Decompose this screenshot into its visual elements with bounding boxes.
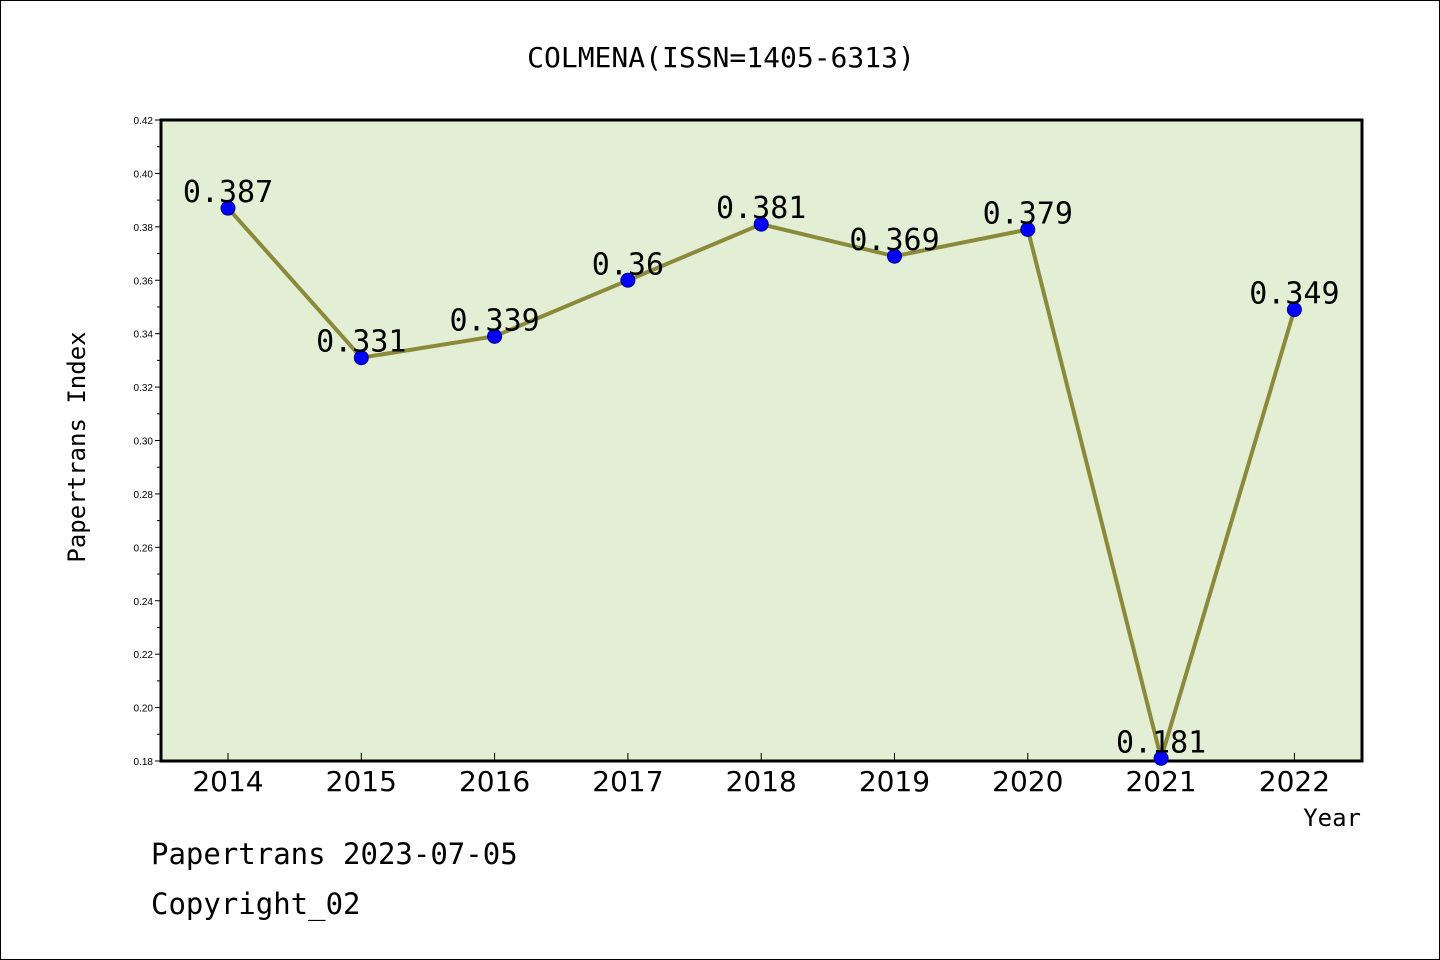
x-tick-label: 2017: [592, 765, 663, 798]
data-point: [1020, 222, 1036, 238]
data-point: [487, 328, 503, 344]
data-label: 0.381: [716, 191, 806, 226]
y-tick-label: 0.26: [134, 543, 154, 554]
y-tick-label: 0.18: [134, 757, 154, 768]
data-point: [1286, 302, 1302, 318]
x-tick-label: 2022: [1259, 765, 1330, 798]
y-tick-label: 0.20: [134, 704, 154, 715]
y-tick-label: 0.36: [134, 276, 154, 287]
y-tick-label: 0.32: [134, 383, 154, 394]
data-point: [620, 272, 636, 288]
footer-copyright: Copyright_02: [151, 887, 361, 922]
data-point: [353, 350, 369, 366]
y-tick-label: 0.30: [134, 437, 154, 448]
data-label: 0.181: [1116, 725, 1206, 760]
footer-date: Papertrans 2023-07-05: [151, 837, 518, 871]
data-label: 0.349: [1249, 277, 1339, 312]
data-point: [753, 216, 769, 232]
data-label: 0.339: [449, 303, 539, 338]
data-label: 0.387: [183, 175, 273, 210]
x-tick-label: 2015: [326, 765, 397, 798]
y-tick-label: 0.40: [134, 169, 154, 180]
y-tick-label: 0.38: [134, 223, 154, 234]
y-tick-label: 0.22: [134, 650, 154, 661]
y-axis: 0.18 0.20 0.22 0.24 0.26 0.28 0.30 0.32 0.34 0.36…: [134, 116, 161, 768]
data-label: 0.36: [592, 247, 664, 282]
data-labels-group: 0.387 0.331 0.339 0.36 0.381 0.369 0.379 0.181 0…: [183, 175, 1340, 760]
data-label: 0.379: [983, 197, 1073, 232]
data-point: [220, 200, 236, 216]
data-point: [887, 248, 902, 264]
x-tick-label: 2020: [992, 765, 1063, 798]
data-label: 0.369: [849, 223, 939, 258]
y-tick-label: 0.34: [134, 330, 154, 341]
x-tick-label: 2016: [459, 765, 530, 798]
data-point: [1153, 750, 1169, 766]
x-axis-label: Year: [1303, 804, 1361, 832]
x-tick-label: 2014: [192, 765, 263, 798]
data-label: 0.331: [316, 325, 406, 360]
markers-group: [220, 200, 1302, 766]
y-tick-label: 0.24: [134, 597, 154, 608]
y-tick-label: 0.28: [134, 490, 154, 501]
x-tick-label: 2021: [1125, 765, 1196, 798]
y-tick-label: 0.42: [134, 116, 154, 127]
x-axis: 2014 2015 2016 2017 2018 2019 2020 2021 2022: [192, 753, 1330, 798]
chart-title: COLMENA(ISSN=1405-6313): [527, 41, 915, 74]
x-tick-label: 2018: [726, 765, 797, 798]
y-axis-label: Papertrans Index: [63, 331, 91, 562]
x-tick-label: 2019: [859, 765, 930, 798]
